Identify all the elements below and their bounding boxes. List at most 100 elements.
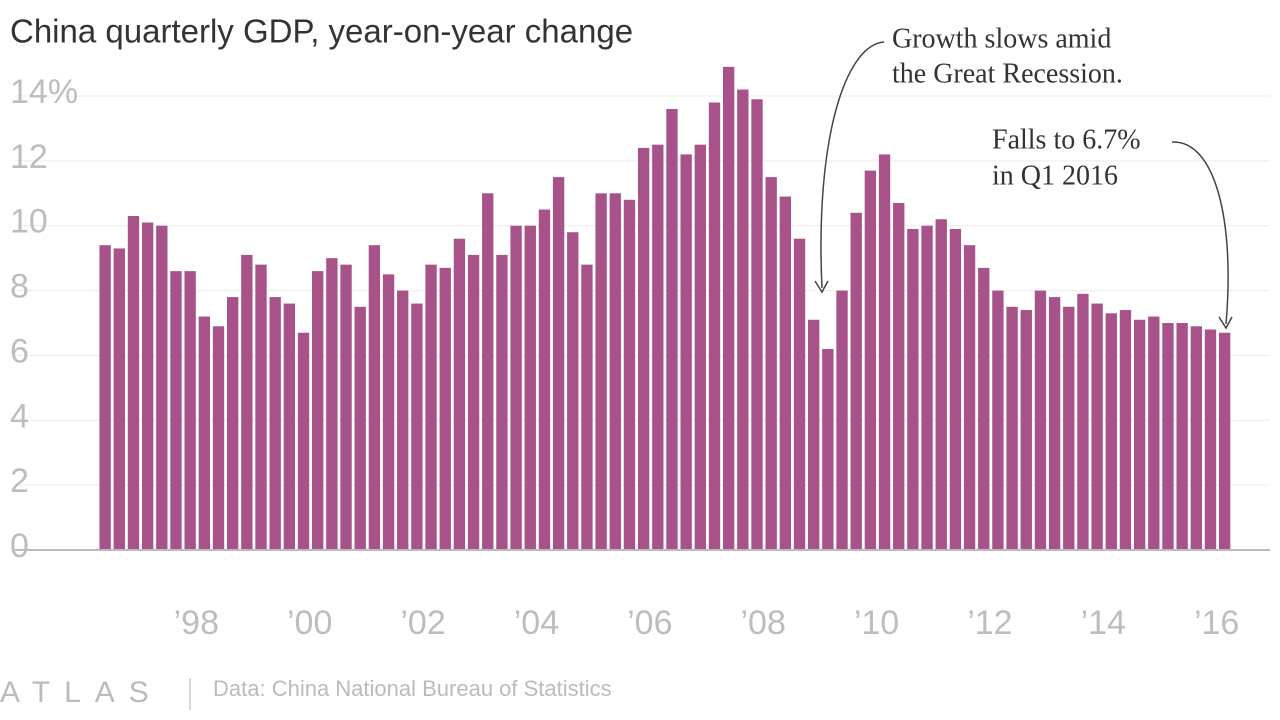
bar (141, 222, 154, 550)
bar (467, 254, 480, 550)
bar (212, 326, 225, 550)
bar (1077, 293, 1089, 550)
y-tick-label: 0 (10, 527, 29, 565)
bar (227, 297, 239, 550)
bar (666, 108, 678, 551)
bar (113, 248, 125, 550)
bar (836, 290, 848, 550)
bar (652, 144, 664, 550)
bar (326, 258, 338, 550)
bar (1148, 316, 1160, 550)
bar (1176, 323, 1188, 550)
bar (779, 196, 792, 551)
bar (411, 303, 423, 550)
bar (340, 264, 352, 550)
y-tick-label: 8 (10, 268, 29, 306)
bar (1006, 306, 1018, 550)
bar (368, 245, 381, 550)
y-tick-label: 4 (10, 397, 29, 435)
bar (907, 228, 919, 550)
bar (524, 225, 536, 550)
bar (354, 306, 366, 550)
bar (1162, 323, 1174, 550)
bar (1204, 329, 1217, 550)
bar (935, 219, 947, 551)
bar (567, 232, 579, 550)
bar (312, 271, 324, 550)
bar (538, 209, 551, 550)
annotation: in Q1 2016 (992, 160, 1118, 191)
bar (496, 254, 508, 550)
x-tick-label: ’04 (514, 604, 559, 642)
bar (552, 177, 565, 551)
bar (1048, 297, 1061, 550)
bar (878, 154, 891, 551)
bar (822, 348, 834, 550)
bar (737, 89, 749, 551)
bar (765, 177, 777, 551)
annotation: Falls to 6.7% (992, 124, 1141, 155)
bar (1119, 310, 1132, 550)
x-tick-label: ’02 (400, 604, 445, 642)
y-tick-label: 2 (10, 462, 29, 500)
bar (510, 225, 522, 550)
bar (1063, 306, 1075, 550)
bar (297, 332, 310, 550)
bar (595, 193, 607, 550)
bar (1218, 332, 1231, 550)
bar (694, 144, 706, 550)
bar (637, 147, 650, 550)
bar (609, 193, 621, 550)
bar (198, 316, 210, 550)
bar (425, 264, 437, 550)
y-tick-label: 10 (10, 203, 48, 241)
arrowhead (1218, 316, 1233, 330)
y-tick-label: 6 (10, 332, 29, 370)
x-tick-label: ’12 (967, 604, 1012, 642)
bar (156, 225, 168, 550)
bar (963, 245, 976, 550)
bar (949, 228, 962, 550)
brand-logo: ATLAS (0, 676, 163, 709)
bar (893, 203, 905, 550)
bar (864, 170, 877, 550)
arrowhead (814, 280, 829, 294)
bar (482, 193, 494, 550)
bar (453, 238, 466, 551)
bar (283, 303, 296, 550)
annotation: Growth slows amid (892, 23, 1111, 54)
bar (992, 290, 1004, 550)
bar (1034, 290, 1047, 550)
bar (269, 297, 281, 550)
y-tick-label: 12 (10, 138, 48, 176)
bar (1091, 303, 1103, 550)
x-tick-label: ’00 (287, 604, 332, 642)
bar (127, 216, 140, 550)
bar (581, 264, 593, 550)
x-tick-label: ’98 (174, 604, 219, 642)
x-tick-label: ’16 (1194, 604, 1239, 642)
bar (1190, 326, 1202, 550)
bar (793, 238, 806, 551)
bar (1020, 310, 1032, 550)
annotation: the Great Recession. (892, 58, 1123, 89)
ticks: 0 2 4 6 8 10 12 14% ’98 ’00 ’02 ’04 ’06 ’08 ’10 ’12 ’14 ’… (10, 73, 1239, 642)
bar (808, 319, 820, 550)
bar (184, 271, 196, 550)
bar (623, 199, 636, 551)
source: Data: China National Bureau of Statistic… (213, 676, 612, 701)
x-tick-label: ’06 (627, 604, 672, 642)
bar (397, 290, 409, 550)
x-tick-label: ’08 (740, 604, 785, 642)
bar (921, 225, 933, 550)
bar (99, 245, 111, 550)
bar (255, 264, 267, 550)
bar (978, 267, 990, 550)
y-tick-label: 14% (10, 73, 78, 111)
bar (382, 274, 395, 550)
bar (722, 66, 735, 551)
bars (99, 66, 1231, 551)
bar (680, 154, 692, 551)
